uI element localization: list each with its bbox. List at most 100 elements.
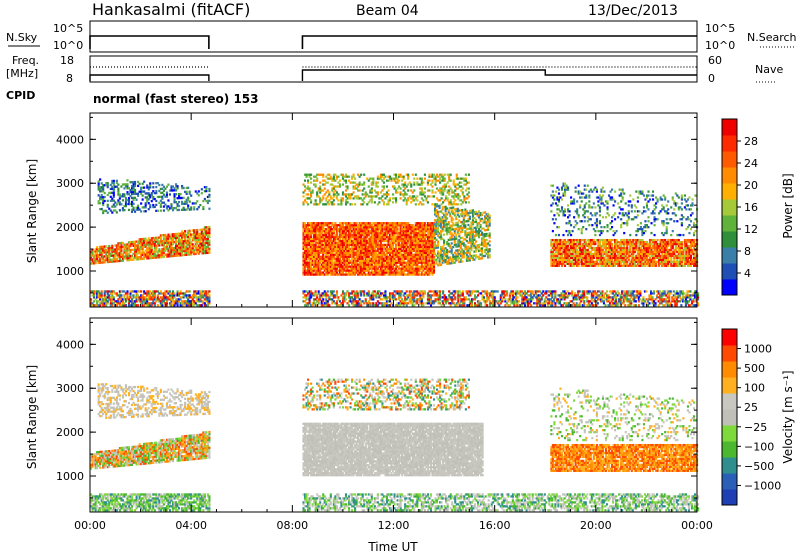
power-cell	[353, 256, 355, 258]
power-cell	[428, 254, 430, 256]
power-cell	[645, 290, 647, 292]
power-cell	[560, 298, 562, 300]
power-cell	[428, 262, 430, 264]
power-cell	[486, 294, 488, 296]
power-cell	[107, 182, 109, 184]
power-cell	[342, 224, 344, 226]
nave-tick-low: 0	[708, 72, 715, 85]
power-cell	[331, 252, 333, 254]
power-cell	[521, 294, 523, 296]
power-cell	[410, 252, 412, 254]
power-cell	[404, 300, 406, 302]
power-cell	[137, 185, 139, 187]
power-cell	[202, 206, 204, 208]
power-cell	[353, 302, 355, 304]
power-cell	[501, 298, 503, 300]
power-cell	[362, 300, 364, 302]
power-cell	[630, 300, 632, 302]
freq-trace-1	[90, 75, 209, 81]
power-cell	[208, 300, 210, 302]
power-cell	[621, 292, 623, 294]
power-cell	[202, 300, 204, 302]
power-cell	[384, 292, 386, 294]
power-cell	[642, 296, 644, 298]
power-cell	[155, 300, 157, 302]
power-cell	[448, 294, 450, 296]
power-cell	[554, 292, 556, 294]
power-cell	[583, 290, 585, 292]
power-cell	[447, 298, 449, 300]
power-cell	[463, 300, 465, 302]
power-cell	[407, 302, 409, 304]
power-cell	[620, 294, 622, 296]
power-cell	[331, 222, 333, 224]
power-cell	[167, 184, 169, 186]
power-cell	[477, 290, 479, 292]
power-cell	[351, 296, 353, 298]
power-cell	[521, 290, 523, 292]
power-cell	[397, 228, 399, 230]
power-cell	[152, 300, 154, 302]
nsearch-label: N.Search	[747, 31, 797, 44]
power-cell	[142, 183, 144, 185]
power-cell	[134, 183, 136, 185]
power-cell	[544, 298, 546, 300]
power-cell	[195, 253, 197, 255]
power-cell	[134, 211, 136, 213]
power-cell	[401, 298, 403, 300]
power-cell	[471, 302, 473, 304]
power-cell	[208, 240, 210, 242]
power-cell	[348, 246, 350, 248]
power-cell	[154, 292, 156, 294]
power-cell	[157, 294, 159, 296]
power-cell	[655, 302, 657, 304]
power-cell	[99, 298, 101, 300]
power-cell	[163, 205, 165, 207]
power-cell	[336, 232, 338, 234]
power-cell	[164, 188, 166, 190]
power-cell	[532, 296, 534, 298]
power-cell	[689, 298, 691, 300]
power-cell	[554, 302, 556, 304]
power-cell	[412, 302, 414, 304]
power-cell	[356, 222, 358, 224]
power-cell	[671, 296, 673, 298]
power-cell	[615, 296, 617, 298]
power-cell	[98, 290, 100, 292]
power-cell	[436, 292, 438, 294]
power-cell	[638, 296, 640, 298]
power-cell	[93, 296, 95, 298]
power-cell	[157, 290, 159, 292]
power-cell	[566, 296, 568, 298]
power-cell	[401, 290, 403, 292]
power-cell	[195, 202, 197, 204]
power-cell	[568, 294, 570, 296]
power-cell	[208, 232, 210, 234]
power-cell	[98, 300, 100, 302]
power-cell	[151, 192, 153, 194]
power-cell	[333, 290, 335, 292]
power-cell	[400, 304, 402, 306]
power-cell	[310, 266, 312, 268]
power-cell	[560, 292, 562, 294]
power-cell	[120, 250, 122, 252]
power-cell	[170, 302, 172, 304]
summary-plot: Hankasalmi (fitACF) Beam 04 13/Dec/2013 …	[0, 0, 800, 554]
power-cell	[111, 245, 113, 247]
power-cell	[372, 292, 374, 294]
power-cell	[689, 296, 691, 298]
power-cell	[381, 248, 383, 250]
power-cell	[113, 180, 115, 182]
power-cell	[149, 184, 151, 186]
power-cell	[679, 300, 681, 302]
power-cell	[603, 300, 605, 302]
power-cell	[407, 296, 409, 298]
power-cell	[526, 292, 528, 294]
power-cell	[158, 184, 160, 186]
power-cell	[105, 298, 107, 300]
power-cell	[419, 269, 421, 271]
power-cell	[309, 298, 311, 300]
power-cell	[167, 209, 169, 211]
power-cell	[183, 296, 185, 298]
power-cell	[421, 300, 423, 302]
